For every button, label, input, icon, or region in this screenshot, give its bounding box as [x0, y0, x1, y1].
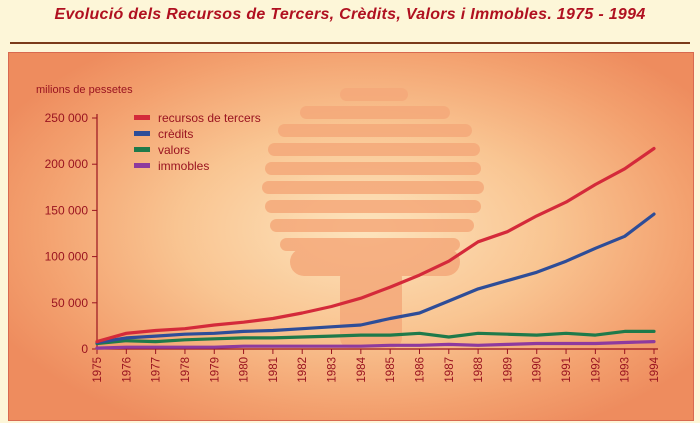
y-tick-label: 200 000	[45, 157, 89, 171]
x-tick-label: 1982	[297, 357, 309, 383]
x-tick-label: 1988	[473, 357, 485, 383]
logo-bar	[265, 162, 481, 175]
x-tick-label: 1986	[414, 357, 426, 383]
legend-swatch	[134, 147, 150, 152]
series-line-valors	[95, 329, 656, 346]
tree-logo-watermark	[262, 88, 484, 348]
logo-bar	[340, 88, 408, 101]
logo-bar	[270, 219, 474, 232]
x-tick-label: 1976	[121, 357, 133, 383]
logo-bar	[300, 106, 450, 119]
logo-crossbar	[290, 248, 460, 276]
series-lines	[95, 146, 656, 350]
logo-bar	[278, 124, 472, 137]
legend: recursos de tercers crèdits valors immobles	[134, 111, 261, 173]
x-tick-label: 1987	[444, 357, 456, 383]
x-tick-label: 1979	[209, 357, 221, 383]
y-tick-label: 0	[81, 342, 88, 356]
series-line-immobles	[95, 340, 656, 350]
x-tick-label: 1984	[356, 356, 368, 382]
legend-swatch	[134, 115, 150, 120]
logo-bar	[280, 238, 460, 251]
x-tick-label: 1985	[385, 357, 397, 383]
legend-label: valors	[158, 143, 190, 157]
x-tick-label: 1991	[561, 357, 573, 383]
series-line-recursos-de-tercers	[95, 146, 656, 344]
y-axis: 0 50 000 100 000 150 000 200 000 250 000	[45, 111, 98, 356]
legend-label: recursos de tercers	[158, 111, 261, 125]
logo-bar	[262, 181, 484, 194]
legend-swatch	[134, 131, 150, 136]
legend-swatch	[134, 163, 150, 168]
x-tick-label: 1989	[502, 357, 514, 383]
y-tick-label: 250 000	[45, 111, 89, 125]
x-tick-label: 1977	[151, 357, 163, 383]
logo-bar	[268, 143, 480, 156]
series-line-crèdits	[95, 212, 656, 345]
x-axis: 1975 1976 1977 1978 1979 1980 1981 1982 1983 1984…	[92, 348, 661, 383]
x-tick-label: 1983	[327, 357, 339, 383]
x-tick-label: 1993	[620, 357, 632, 383]
y-axis-label: milions de pessetes	[36, 84, 133, 96]
legend-label: crèdits	[158, 127, 193, 141]
y-tick-label: 100 000	[45, 250, 89, 264]
page-title: Evolució dels Recursos de Tercers, Crèdi…	[54, 6, 646, 23]
logo-bar	[265, 200, 481, 213]
x-tick-label: 1990	[532, 357, 544, 383]
x-tick-label: 1980	[239, 357, 251, 383]
x-tick-label: 1994	[649, 356, 661, 382]
x-tick-label: 1975	[92, 357, 104, 383]
legend-label: immobles	[158, 159, 209, 173]
x-tick-label: 1992	[590, 357, 602, 383]
x-tick-label: 1978	[180, 357, 192, 383]
y-tick-label: 150 000	[45, 203, 89, 217]
x-tick-label: 1981	[268, 357, 280, 383]
title-rule	[10, 42, 690, 44]
y-tick-label: 50 000	[51, 296, 88, 310]
